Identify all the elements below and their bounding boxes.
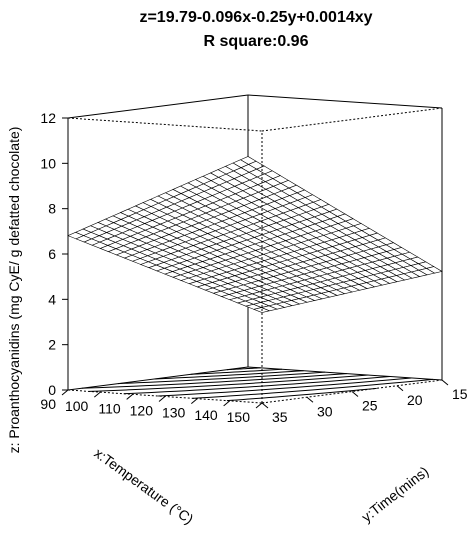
box-edge-top-right bbox=[247, 94, 443, 109]
x-tick-label: 150 bbox=[227, 409, 251, 425]
x-tick-mark bbox=[158, 396, 166, 402]
floor-contours bbox=[81, 367, 433, 404]
box-edge-top-front-right bbox=[261, 107, 443, 132]
y-tick-label: 35 bbox=[272, 409, 288, 425]
response-surface bbox=[67, 156, 443, 313]
x-tick-mark bbox=[191, 398, 198, 405]
x-axis-label: x:Temperature (°C) bbox=[91, 445, 196, 528]
floor-contour-line bbox=[81, 373, 347, 389]
floor-contour-line bbox=[226, 367, 261, 371]
chart-subtitle: R square:0.96 bbox=[204, 33, 309, 50]
x-tick-label: 130 bbox=[162, 405, 186, 421]
x-tick-mark bbox=[94, 391, 101, 398]
z-tick-label: 6 bbox=[48, 246, 56, 262]
floor-contour-line bbox=[158, 377, 412, 397]
x-tick-mark bbox=[223, 400, 230, 407]
box-edge-top-front-left bbox=[67, 117, 263, 132]
floor-contour-line bbox=[89, 374, 369, 392]
y-tick-mark bbox=[396, 385, 404, 392]
y-tick-label: 25 bbox=[362, 398, 378, 414]
y-tick-mark bbox=[306, 396, 314, 403]
chart-title: z=19.79-0.096x-0.25y+0.0014xy bbox=[139, 9, 372, 26]
x-tick-label: 90 bbox=[40, 396, 56, 412]
x-tick-label: 120 bbox=[130, 403, 154, 419]
x-tick-label: 140 bbox=[194, 407, 218, 423]
axis-ticks: 0 2 4 6 8 10 12 90 100 110 120 130 140 150 15 20 25 30 35 bbox=[40, 110, 467, 425]
y-tick-mark bbox=[261, 402, 269, 409]
floor-contour-line bbox=[154, 370, 304, 380]
y-axis-label: y:Time(mins) bbox=[358, 463, 431, 525]
z-axis-label: z: Proanthocyanidins (mg CyE/ g defatted… bbox=[6, 127, 22, 454]
floor-contour-line bbox=[190, 368, 283, 375]
x-tick-mark bbox=[255, 402, 263, 409]
y-tick-label: 30 bbox=[317, 403, 333, 419]
y-tick-label: 15 bbox=[452, 386, 468, 402]
box-edge-top-left bbox=[67, 94, 249, 119]
y-tick-mark bbox=[441, 379, 449, 386]
x-tick-mark bbox=[126, 393, 133, 400]
z-tick-label: 4 bbox=[48, 291, 56, 307]
x-tick-label: 100 bbox=[65, 398, 89, 414]
z-tick-label: 0 bbox=[48, 382, 56, 398]
floor-contour-line bbox=[192, 378, 433, 399]
z-tick-label: 2 bbox=[48, 337, 56, 353]
floor-contour-line bbox=[118, 371, 326, 385]
floor-contour-line bbox=[123, 376, 390, 395]
y-tick-mark bbox=[351, 391, 359, 397]
z-tick-label: 8 bbox=[48, 201, 56, 217]
y-tick-label: 20 bbox=[407, 392, 423, 408]
z-tick-label: 10 bbox=[40, 155, 56, 171]
floor-contour-line bbox=[226, 387, 377, 402]
x-tick-mark bbox=[61, 389, 69, 396]
x-tick-label: 110 bbox=[98, 400, 121, 416]
z-tick-label: 12 bbox=[40, 110, 56, 126]
